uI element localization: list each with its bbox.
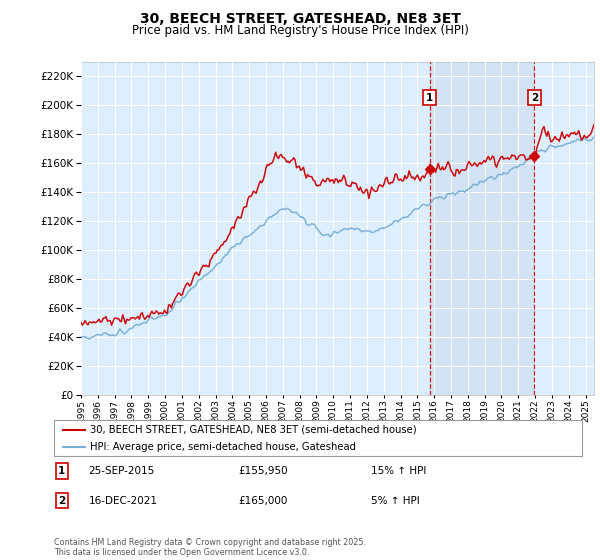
Text: Contains HM Land Registry data © Crown copyright and database right 2025.
This d: Contains HM Land Registry data © Crown c… (54, 538, 366, 557)
Text: 15% ↑ HPI: 15% ↑ HPI (371, 466, 426, 476)
Text: 30, BEECH STREET, GATESHEAD, NE8 3ET (semi-detached house): 30, BEECH STREET, GATESHEAD, NE8 3ET (se… (90, 425, 416, 435)
FancyBboxPatch shape (54, 420, 582, 456)
Text: 16-DEC-2021: 16-DEC-2021 (88, 496, 157, 506)
Text: HPI: Average price, semi-detached house, Gateshead: HPI: Average price, semi-detached house,… (90, 442, 356, 451)
Text: Price paid vs. HM Land Registry's House Price Index (HPI): Price paid vs. HM Land Registry's House … (131, 24, 469, 37)
Text: 1: 1 (58, 466, 65, 476)
Text: 25-SEP-2015: 25-SEP-2015 (88, 466, 155, 476)
Text: £155,950: £155,950 (239, 466, 289, 476)
Text: 5% ↑ HPI: 5% ↑ HPI (371, 496, 419, 506)
Text: 2: 2 (531, 93, 538, 103)
Bar (430, 62, 535, 395)
Text: £165,000: £165,000 (239, 496, 288, 506)
Text: 2: 2 (58, 496, 65, 506)
Text: 30, BEECH STREET, GATESHEAD, NE8 3ET: 30, BEECH STREET, GATESHEAD, NE8 3ET (139, 12, 461, 26)
Text: 1: 1 (426, 93, 433, 103)
